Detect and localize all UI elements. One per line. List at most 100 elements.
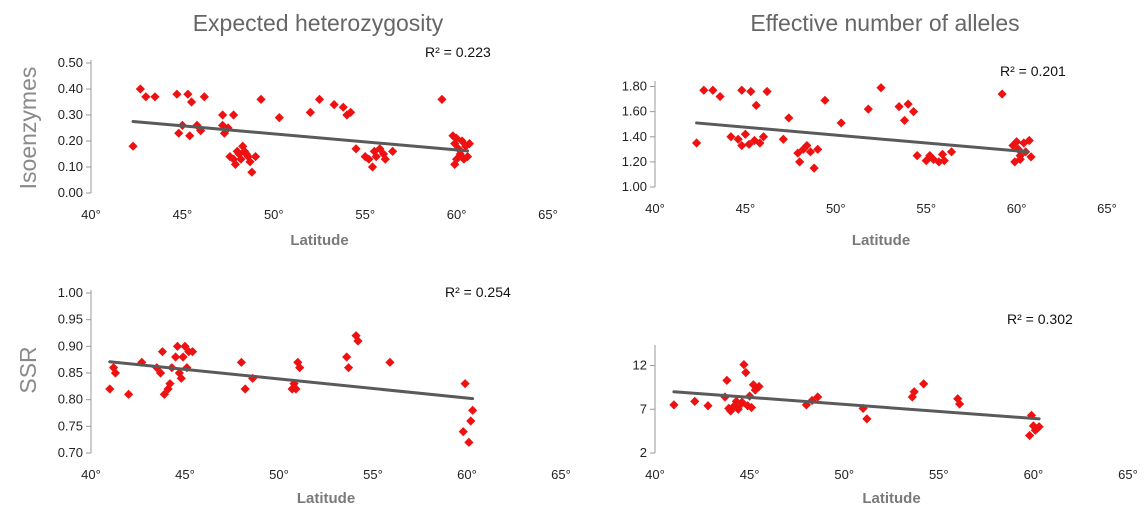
x-tick-label: 55° xyxy=(929,467,949,482)
y-tick-label: 1.60 xyxy=(622,104,647,119)
data-point xyxy=(820,95,830,105)
data-point xyxy=(228,110,239,120)
data-point xyxy=(159,389,169,399)
data-point xyxy=(894,102,904,112)
x-tick-label: 60° xyxy=(1024,467,1044,482)
data-point xyxy=(218,110,228,120)
data-point xyxy=(1012,137,1022,147)
data-point xyxy=(805,147,816,157)
data-point xyxy=(343,363,354,373)
trend-line xyxy=(672,390,1041,421)
data-point xyxy=(462,152,473,162)
r-squared-label: R² = 0.302 xyxy=(1007,311,1073,327)
row-label-ssr: SSR xyxy=(15,346,41,393)
data-point xyxy=(762,86,772,97)
data-point xyxy=(329,100,339,110)
x-axis-label: Latitude xyxy=(297,490,355,507)
data-point xyxy=(110,368,121,378)
data-point xyxy=(919,379,929,389)
y-tick-label: 0.50 xyxy=(58,55,83,70)
y-tick-label: 1.80 xyxy=(622,79,647,94)
data-point xyxy=(176,373,186,383)
y-tick-label: 0.00 xyxy=(58,185,83,200)
y-tick-label: 0.30 xyxy=(58,107,83,122)
y-tick-label: 0.40 xyxy=(58,81,83,96)
data-point xyxy=(460,379,470,389)
data-point xyxy=(388,146,398,156)
x-tick-label: 40° xyxy=(645,201,665,216)
data-point xyxy=(1026,152,1036,162)
trend-line xyxy=(131,120,470,153)
data-point xyxy=(726,132,736,142)
data-point xyxy=(371,152,381,162)
data-point xyxy=(997,89,1007,99)
data-point xyxy=(903,99,913,109)
data-point xyxy=(165,379,175,389)
data-point xyxy=(464,437,474,447)
y-tick-label: 1.00 xyxy=(58,285,83,300)
data-point xyxy=(862,414,872,424)
data-point xyxy=(733,134,743,144)
data-point xyxy=(669,400,679,410)
data-point xyxy=(793,148,803,158)
x-tick-label: 65° xyxy=(1118,467,1138,482)
column-title-alleles: Effective number of alleles xyxy=(750,10,1019,36)
data-point xyxy=(737,397,747,407)
data-point xyxy=(345,107,356,117)
data-point xyxy=(739,360,749,370)
data-point xyxy=(380,154,390,164)
data-point xyxy=(863,104,873,114)
data-point xyxy=(128,141,138,151)
data-point xyxy=(150,92,160,102)
data-point xyxy=(274,113,284,123)
data-point xyxy=(338,102,348,112)
trend-line xyxy=(108,360,475,401)
r-squared-label: R² = 0.223 xyxy=(425,44,491,60)
data-point xyxy=(733,404,743,414)
data-point xyxy=(461,141,471,151)
x-tick-label: 40° xyxy=(81,207,101,222)
y-tick-label: 2 xyxy=(640,445,647,460)
data-point xyxy=(703,401,713,411)
x-tick-label: 50° xyxy=(269,467,289,482)
x-axis-label: Latitude xyxy=(862,490,920,507)
data-point xyxy=(183,89,193,99)
data-point xyxy=(135,84,145,94)
data-point xyxy=(171,352,181,362)
data-point xyxy=(908,107,919,117)
data-point xyxy=(236,357,246,367)
data-point xyxy=(722,375,732,385)
data-point xyxy=(741,367,751,378)
data-point xyxy=(293,357,303,367)
data-point xyxy=(690,396,700,406)
x-tick-label: 60° xyxy=(447,207,467,222)
data-point xyxy=(385,357,395,367)
data-point xyxy=(141,92,151,102)
data-point xyxy=(342,352,352,362)
data-point xyxy=(1015,154,1025,164)
data-point xyxy=(746,402,757,413)
data-point xyxy=(182,363,192,373)
data-point xyxy=(185,131,195,141)
x-tick-label: 40° xyxy=(645,467,665,482)
data-point xyxy=(748,380,758,390)
data-point xyxy=(809,163,819,173)
data-point xyxy=(468,405,478,415)
data-point xyxy=(758,132,769,142)
data-point xyxy=(157,347,168,357)
data-point xyxy=(108,363,119,373)
y-tick-label: 0.90 xyxy=(58,338,83,353)
data-point xyxy=(708,85,718,95)
y-tick-label: 0.80 xyxy=(58,392,83,407)
y-tick-label: 1.00 xyxy=(622,179,647,194)
panel-isoenzymes-alleles: 1.00 1.20 1.40 1.60 1.80 40° 45° 50° 55° 60° 65° La… xyxy=(622,63,1117,249)
y-tick-label: 12 xyxy=(633,358,647,373)
x-tick-label: 40° xyxy=(81,467,101,482)
data-point xyxy=(751,100,761,110)
data-point xyxy=(452,133,462,143)
data-point xyxy=(351,144,361,154)
data-point xyxy=(236,154,246,164)
data-point xyxy=(367,162,378,172)
data-point xyxy=(375,144,385,154)
data-point xyxy=(1010,157,1020,167)
